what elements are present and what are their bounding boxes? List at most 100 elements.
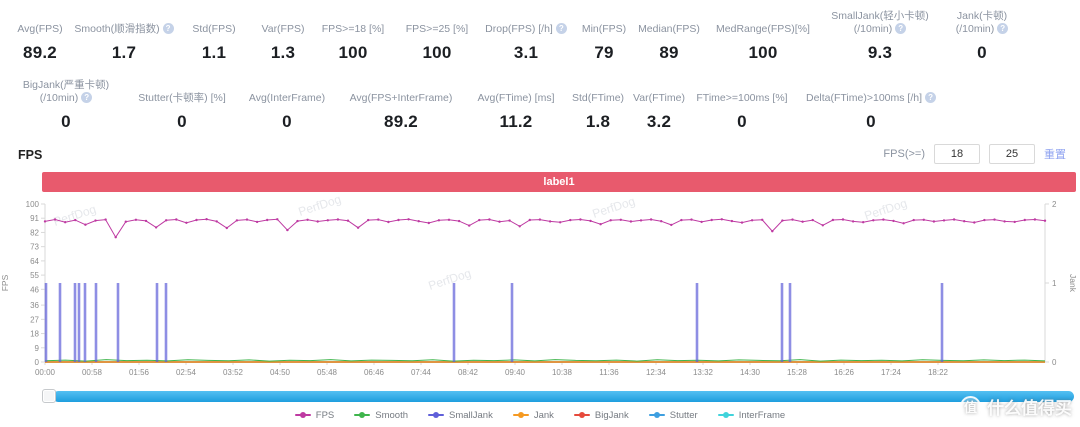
- metric-value: 89.2: [23, 43, 57, 62]
- metric-cell: FTime>=100ms [%] 0: [688, 92, 796, 132]
- fps-section-header: FPS FPS(>=) 重置: [0, 140, 1080, 170]
- metric-value: 89.2: [384, 112, 418, 131]
- metric-cell: Var(FPS) 1.3: [254, 23, 312, 63]
- legend-label: SmallJank: [449, 409, 493, 421]
- metric-value: 3.2: [646, 112, 672, 131]
- legend-swatch: [512, 412, 529, 418]
- info-icon[interactable]: ?: [997, 23, 1009, 34]
- metric-cell: Delta(FTime)>100ms [/h]? 0: [796, 92, 946, 132]
- metric-value: 89: [659, 43, 679, 62]
- legend-swatch: [354, 412, 371, 418]
- scrollbar-handle[interactable]: [42, 389, 56, 403]
- legend-swatch-dot: [299, 412, 306, 418]
- legend-item-smalljank[interactable]: SmallJank: [428, 410, 493, 421]
- metric-value: 1.1: [201, 43, 227, 62]
- info-icon[interactable]: ?: [162, 23, 174, 34]
- fps-threshold-low-input[interactable]: [934, 144, 980, 164]
- svg-text:01:56: 01:56: [129, 368, 150, 377]
- metric-label: Drop(FPS) [/h]?: [480, 23, 572, 36]
- legend-label: Jank: [533, 409, 554, 421]
- svg-text:100: 100: [26, 200, 40, 209]
- svg-text:07:44: 07:44: [411, 368, 432, 377]
- legend-swatch: [717, 412, 734, 418]
- metric-value: 1.7: [111, 43, 137, 62]
- svg-text:11:36: 11:36: [599, 368, 619, 377]
- legend-swatch: [573, 412, 590, 418]
- legend-label: BigJank: [594, 409, 629, 421]
- metric-label: MedRange(FPS)[%]: [716, 23, 810, 35]
- svg-text:36: 36: [30, 301, 39, 310]
- svg-text:91: 91: [30, 214, 39, 223]
- metric-label: Std(FPS): [192, 23, 236, 35]
- metric-value: 79: [594, 43, 614, 62]
- svg-text:13:32: 13:32: [693, 368, 714, 377]
- metric-label: Avg(InterFrame): [248, 92, 326, 104]
- metric-label: FPS>=25 [%]: [405, 23, 469, 35]
- perfdog-watermark: PerfDog: [52, 202, 98, 229]
- metric-cell: Drop(FPS) [/h]? 3.1: [480, 23, 572, 63]
- legend-swatch-dot: [653, 412, 660, 418]
- metrics-row-2: BigJank(严重卡顿) (/10min)? 0 Stutter(卡顿率) [%]…: [0, 63, 1080, 132]
- metric-label: Std(FTime): [571, 92, 625, 104]
- perfdog-watermark: PerfDog: [297, 194, 343, 219]
- fps-threshold-label: FPS(>=): [883, 148, 925, 160]
- metric-cell: Avg(FPS) 89.2: [6, 23, 74, 63]
- metric-value: 100: [338, 43, 368, 62]
- metric-label: Var(FTime): [633, 92, 685, 104]
- info-icon[interactable]: ?: [925, 92, 937, 103]
- info-icon[interactable]: ?: [895, 23, 907, 34]
- metric-value: 0: [977, 43, 987, 62]
- metric-cell: Stutter(卡顿率) [%] 0: [126, 92, 238, 132]
- info-icon[interactable]: ?: [555, 23, 567, 34]
- metric-value: 100: [748, 43, 778, 62]
- svg-text:82: 82: [30, 228, 39, 237]
- metric-value: 0: [282, 112, 292, 131]
- legend-item-interframe[interactable]: InterFrame: [717, 410, 785, 421]
- legend-item-fps[interactable]: FPS: [294, 409, 335, 421]
- legend-swatch-dot: [722, 412, 729, 418]
- svg-text:1: 1: [1052, 279, 1057, 288]
- svg-text:12:34: 12:34: [646, 368, 667, 377]
- label-banner: label1: [42, 172, 1076, 192]
- legend-item-bigjank[interactable]: BigJank: [573, 409, 629, 421]
- svg-text:16:26: 16:26: [834, 368, 855, 377]
- svg-text:14:30: 14:30: [740, 368, 761, 377]
- legend-swatch-dot: [578, 412, 585, 418]
- metric-cell: Median(FPS) 89: [636, 23, 702, 63]
- metric-label: Avg(FPS): [17, 23, 63, 35]
- svg-text:FPS: FPS: [0, 274, 10, 291]
- metric-label: Stutter(卡顿率) [%]: [138, 92, 226, 104]
- label-banner-text: label1: [543, 176, 575, 188]
- legend-swatch-dot: [517, 412, 524, 418]
- metric-cell: Avg(FPS+InterFrame) 89.2: [336, 92, 466, 132]
- svg-text:17:24: 17:24: [881, 368, 902, 377]
- legend-swatch-dot: [359, 412, 366, 418]
- metric-cell: Jank(卡顿) (/10min)? 0: [936, 10, 1028, 63]
- threshold-reset-link[interactable]: 重置: [1044, 149, 1066, 161]
- metric-value: 3.1: [513, 43, 539, 62]
- legend-swatch: [428, 412, 445, 418]
- metric-value: 9.3: [867, 43, 893, 62]
- svg-text:08:42: 08:42: [458, 368, 479, 377]
- fps-threshold-high-input[interactable]: [989, 144, 1035, 164]
- metric-value: 0: [866, 112, 876, 131]
- metric-cell: Std(FTime) 1.8: [566, 92, 630, 132]
- svg-text:09:40: 09:40: [505, 368, 526, 377]
- metric-label: Var(FPS): [261, 23, 305, 35]
- info-icon[interactable]: ?: [81, 92, 93, 103]
- legend-item-smooth[interactable]: Smooth: [354, 410, 408, 421]
- legend-item-stutter[interactable]: Stutter: [648, 410, 698, 421]
- legend-item-jank[interactable]: Jank: [512, 409, 554, 421]
- scrollbar-track[interactable]: [53, 390, 1074, 402]
- svg-text:46: 46: [30, 285, 39, 294]
- svg-text:05:48: 05:48: [317, 368, 338, 377]
- metric-cell: FPS>=18 [%] 100: [312, 23, 394, 63]
- legend-swatch: [294, 412, 311, 418]
- svg-text:00:58: 00:58: [82, 368, 103, 377]
- metric-cell: Min(FPS) 79: [572, 23, 636, 63]
- svg-text:0: 0: [35, 358, 40, 367]
- svg-text:73: 73: [30, 243, 39, 252]
- legend-label: FPS: [315, 409, 335, 421]
- svg-text:18:22: 18:22: [928, 368, 949, 377]
- fps-section-title: FPS: [18, 148, 43, 162]
